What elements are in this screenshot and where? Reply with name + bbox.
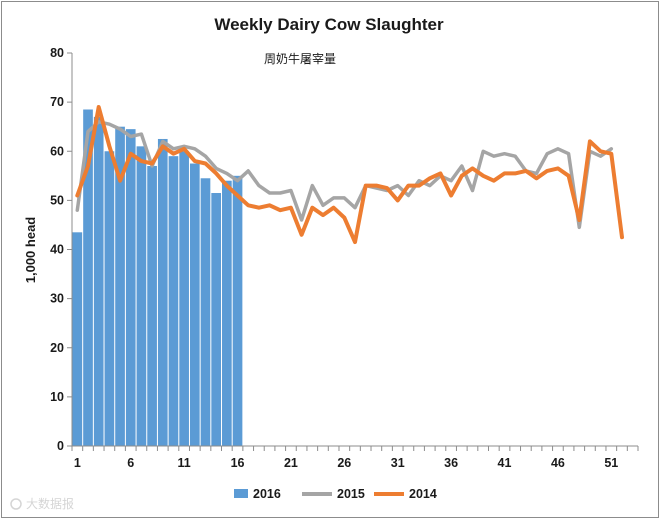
x-tick-label: 11 [178,456,191,470]
x-tick-label: 1 [74,456,81,470]
bar-2016-week-13 [200,178,211,447]
y-tick-label: 60 [50,144,64,158]
bar-2016-week-16 [232,175,243,446]
y-tick-label: 30 [50,292,64,306]
bar-2016-week-3 [93,116,104,447]
x-tick-label: 36 [444,456,458,470]
y-tick-label: 10 [50,390,64,404]
bar-2016-week-12 [189,163,200,446]
line-2014 [75,105,624,245]
bar-2016-week-11 [179,151,189,446]
y-tick-label: 70 [50,95,64,109]
bar-2016-week-14 [211,193,222,446]
watermark: 大数据报 [10,496,74,511]
watermark-text: 大数据报 [26,496,74,511]
x-tick-label: 51 [604,456,618,470]
bar-2016-week-4 [104,151,115,446]
bar-2016-week-2 [83,109,93,447]
bar-2016-week-15 [222,180,232,446]
x-tick-label: 31 [391,456,405,470]
x-tick-label: 16 [231,456,245,470]
y-tick-label: 20 [50,341,64,355]
y-tick-label: 40 [50,243,64,257]
bar-2016-week-6 [125,129,136,447]
x-tick-label: 46 [551,456,565,470]
chart-title: Weekly Dairy Cow Slaughter [214,15,444,34]
y-axis-label: 1,000 head [23,217,38,284]
bar-2016-week-1 [72,232,83,446]
x-tick-label: 41 [498,456,512,470]
bar-2016-week-8 [147,165,157,447]
chart-subtitle: 周奶牛屠宰量 [264,51,336,66]
dairy-slaughter-chart: Weekly Dairy Cow Slaughter 周奶牛屠宰量 1,000 … [10,15,639,511]
legend-label-2014: 2014 [409,487,437,501]
bar-2016-week-10 [168,156,179,446]
y-tick-label: 80 [50,46,64,60]
legend-swatch-2016 [234,489,248,498]
legend-label-2016: 2016 [253,487,281,501]
x-tick-label: 6 [127,456,134,470]
bar-2016-week-9 [157,138,168,446]
line-2015 [75,120,614,230]
bar-2016-week-7 [136,146,147,446]
legend-label-2015: 2015 [337,487,365,501]
bar-2016-week-5 [115,126,125,446]
y-tick-label: 0 [57,439,64,453]
x-tick-label: 26 [337,456,351,470]
y-tick-label: 50 [50,193,64,207]
x-tick-label: 21 [284,456,298,470]
watermark-logo-icon [10,498,22,510]
